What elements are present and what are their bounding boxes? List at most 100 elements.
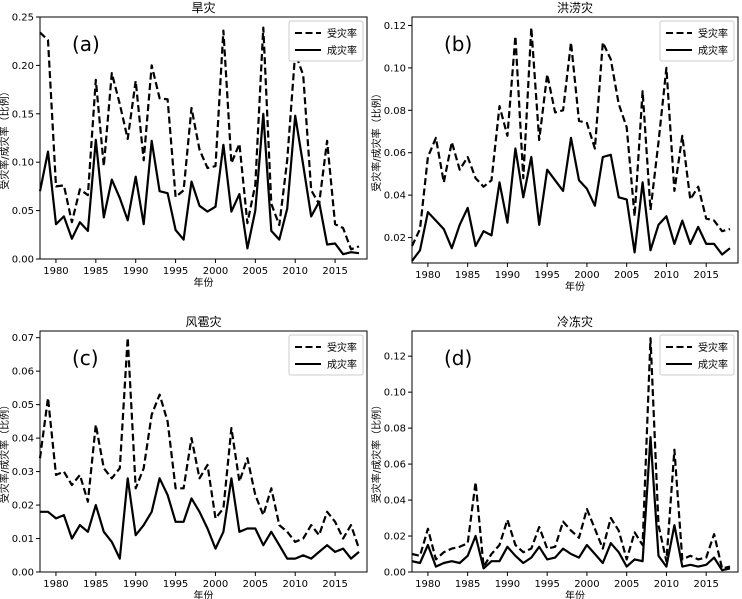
y-tick-label: 0.06 [12,367,34,378]
x-tick-label: 1995 [163,266,188,277]
y-tick-label: 0.05 [12,206,34,217]
y-tick-label: 0.02 [12,501,34,512]
x-tick-label: 1980 [415,579,440,590]
y-tick-label: 0.08 [384,424,406,435]
y-tick-label: 0.06 [384,460,406,471]
y-tick-label: 0.00 [384,568,406,579]
series-line-affected-rate-c [38,336,361,549]
y-tick-label: 0.05 [12,400,34,411]
chart-title-b: 洪涝灾 [557,0,593,15]
panel-label-d: (d) [444,346,472,370]
y-tick-label: 0.15 [12,109,34,120]
legend-label-affected: 受灾率 [698,27,728,40]
legend-label-damaged: 成灾率 [327,44,357,57]
panel-label-c: (c) [72,346,99,370]
y-tick-label: 0.06 [384,148,406,159]
series-line-affected-rate-d [411,337,731,570]
series-line-damaged-rate-a [38,112,360,256]
plot-frame-a [39,16,368,260]
legend-label-damaged: 成灾率 [698,358,728,371]
x-tick-label: 2010 [654,579,679,590]
y-tick-label: 0.10 [384,63,406,74]
y-tick-label: 0.03 [12,467,34,478]
x-tick-label: 1985 [455,579,480,590]
x-axis-label-c: 年份 [194,589,214,599]
x-tick-label: 1995 [534,270,559,281]
x-tick-label: 1980 [415,270,440,281]
chart-title-d: 冷冻灾 [557,314,593,329]
panel-a-drought-chart: 1980 1985 1990 1995 2000 2005 2010 2015 0.00 0.05… [0,0,368,289]
panel-d-freeze-chart: 1980 1985 1990 1995 2000 2005 2010 2015 0.00 0.02… [370,314,739,599]
x-tick-label: 2000 [203,579,228,590]
x-tick-label: 1990 [123,579,148,590]
y-axis-label-a: 受灾率/成灾率（比例） [0,86,11,189]
panel-b-flood-chart: 1980 1985 1990 1995 2000 2005 2010 2015 0.02 0.04… [370,0,739,293]
x-tick-label: 1995 [163,579,188,590]
series-line-affected-rate-b [411,26,731,247]
x-tick-label: 1990 [495,270,520,281]
x-tick-label: 1995 [534,579,559,590]
y-tick-label: 0.00 [12,255,34,266]
x-tick-label: 2000 [574,270,599,281]
x-tick-label: 2005 [243,579,268,590]
y-tick-label: 0.02 [384,532,406,543]
series-line-damaged-rate-c [40,477,360,560]
x-tick-label: 2015 [322,579,347,590]
y-tick-label: 0.08 [384,106,406,117]
legend-label-damaged: 成灾率 [698,44,728,57]
x-axis-label-d: 年份 [565,589,585,599]
x-tick-label: 1990 [123,266,148,277]
x-tick-label: 1985 [455,270,480,281]
legend-label-affected: 受灾率 [327,27,357,40]
series-line-damaged-rate-d [411,436,731,572]
series-line-affected-rate-a [39,26,360,251]
y-tick-label: 0.01 [12,534,34,545]
x-tick-label: 2010 [654,270,679,281]
x-axis-label-a: 年份 [194,276,214,289]
y-tick-label: 0.12 [384,352,406,363]
y-tick-label: 0.04 [384,191,406,202]
y-tick-label: 0.10 [384,388,406,399]
legend-label-damaged: 成灾率 [327,358,357,371]
x-tick-label: 2010 [282,266,307,277]
y-tick-label: 0.04 [12,434,34,445]
x-tick-label: 2005 [614,270,639,281]
y-axis-label-b: 受灾率/成灾率（比例） [370,88,383,191]
plot-frame-d [411,330,739,573]
chart-title-a: 旱灾 [191,0,215,15]
x-axis-label-b: 年份 [565,280,585,293]
y-tick-label: 0.02 [384,233,406,244]
y-tick-label: 0.07 [12,333,34,344]
y-tick-label: 0.25 [12,13,34,24]
x-tick-label: 2000 [574,579,599,590]
y-tick-label: 0.04 [384,496,406,507]
plot-frame-c [39,330,368,573]
x-tick-label: 2015 [693,579,718,590]
x-tick-label: 1980 [43,266,68,277]
panel-label-a: (a) [72,32,100,56]
y-tick-label: 0.00 [12,568,34,579]
x-tick-label: 2000 [203,266,228,277]
y-tick-label: 0.20 [12,61,34,72]
panel-label-b: (b) [444,32,472,56]
x-tick-label: 2015 [322,266,347,277]
x-tick-label: 2015 [693,270,718,281]
series-line-damaged-rate-b [411,136,731,262]
x-tick-label: 1985 [83,266,108,277]
legend-label-affected: 受灾率 [327,341,357,354]
y-axis-label-c: 受灾率/成灾率（比例） [0,400,11,503]
y-tick-label: 0.12 [384,21,406,32]
x-tick-label: 2010 [282,579,307,590]
x-tick-label: 2005 [614,579,639,590]
x-tick-label: 1990 [495,579,520,590]
x-tick-label: 2005 [243,266,268,277]
plot-frame-b [411,16,739,264]
x-tick-label: 1980 [43,579,68,590]
panel-c-hail-chart: 1980 1985 1990 1995 2000 2005 2010 2015 0.00 0.01… [0,314,368,599]
chart-title-c: 风雹灾 [185,314,221,329]
y-axis-label-d: 受灾率/成灾率（比例） [370,400,383,503]
y-tick-label: 0.10 [12,158,34,169]
legend-label-affected: 受灾率 [698,341,728,354]
x-tick-label: 1985 [83,579,108,590]
